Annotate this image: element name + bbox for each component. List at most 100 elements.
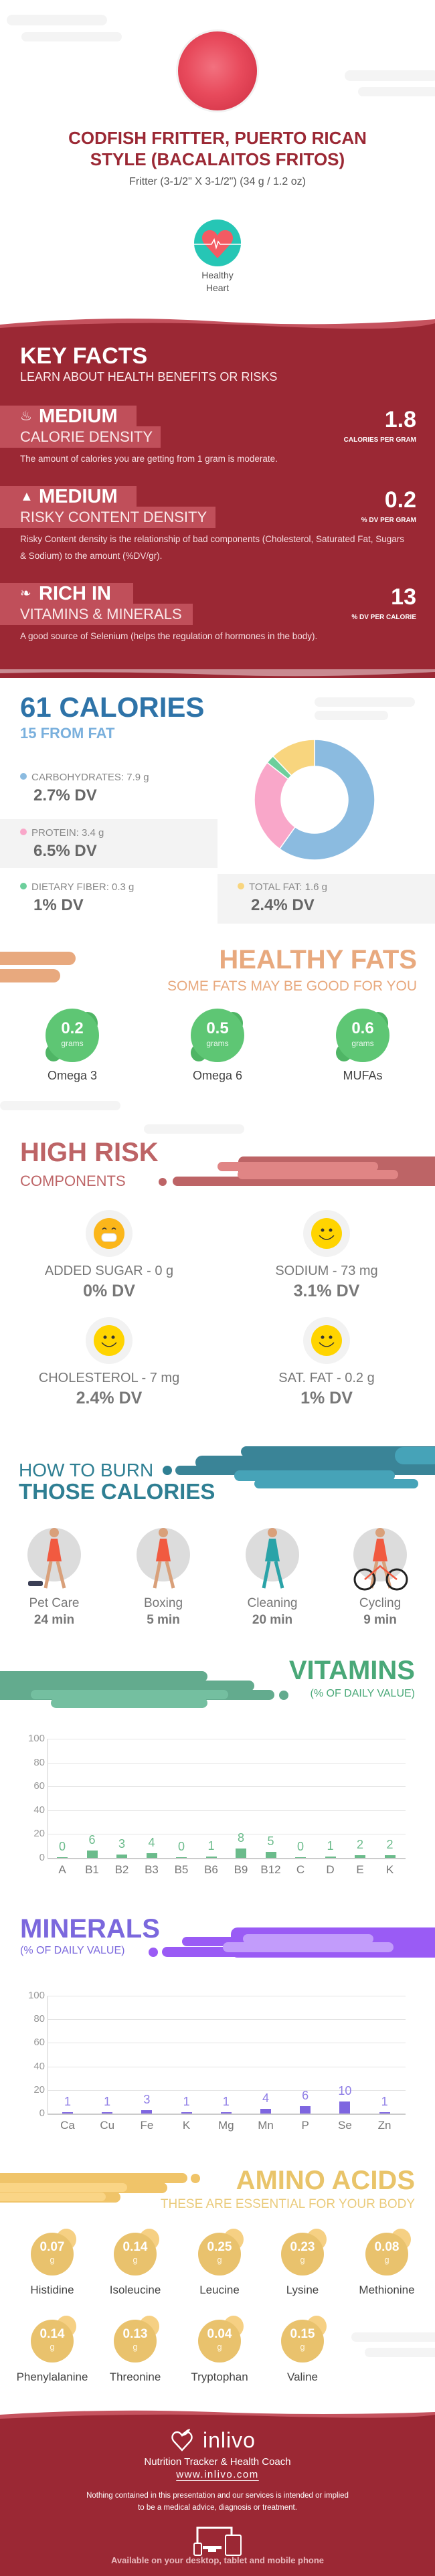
gridline (48, 2019, 406, 2021)
food-image (176, 29, 259, 112)
grinning-face-icon (94, 1218, 124, 1249)
decor-streak (243, 1934, 373, 1944)
vitamin-value-label: 3 (118, 1836, 125, 1851)
inlivo-logo[interactable]: inlivo (171, 2428, 264, 2455)
page-title-line1: CODFISH FRITTER, PUERTO RICAN (68, 128, 367, 148)
mineral-value-label: 1 (183, 2095, 190, 2109)
vitamin-bar (116, 1854, 127, 1858)
mineral-value-label: 1 (64, 2095, 71, 2109)
key-facts-title: KEY FACTS (20, 343, 148, 369)
amino-unit: g (300, 2255, 305, 2265)
activity-time: 24 min (33, 1613, 75, 1627)
amino-value-circle (114, 2320, 157, 2363)
nutrient-dv: 2.4% DV (251, 896, 315, 914)
mineral-value-label: 4 (262, 2091, 269, 2105)
vitamin-category-label: A (58, 1863, 66, 1876)
leaf-icon: ❧ (20, 586, 31, 601)
fat-label: Omega 6 (192, 1069, 243, 1082)
fat-value: 0.6 (351, 1019, 374, 1037)
decor-dot (163, 1466, 172, 1475)
decor-streak (315, 697, 415, 707)
activity-label: Boxing (143, 1596, 183, 1610)
key-fact-level: MEDIUM (39, 406, 118, 427)
amino-acids-subtitle: THESE ARE ESSENTIAL FOR YOUR BODY (160, 2197, 415, 2211)
mineral-value-label: 3 (143, 2092, 151, 2106)
vitamin-category-label: K (385, 1863, 394, 1876)
key-fact-level: RICH IN (39, 583, 111, 604)
mineral-category-label: Cu (100, 2119, 115, 2132)
amino-acids-title: AMINO ACIDS (236, 2166, 415, 2195)
decor-streak (345, 70, 435, 81)
disclaimer-line2: to be a medical advice, diagnosis or tre… (138, 2504, 297, 2512)
key-fact-badge-bg (0, 426, 161, 448)
vitamin-bar (236, 1848, 246, 1858)
y-tick-label: 80 (33, 1756, 45, 1768)
nutrient-dv: 6.5% DV (33, 842, 97, 860)
legend-dot-icon (20, 773, 27, 780)
risk-label: CHOLESTEROL - 7 mg (38, 1371, 180, 1385)
donut-slice (272, 739, 315, 776)
protein-row-bg (0, 819, 217, 868)
decor-streak (0, 969, 60, 982)
vitamin-category-label: B12 (260, 1863, 281, 1876)
risk-label: SAT. FAT - 0.2 g (278, 1371, 375, 1385)
gridline (48, 1762, 406, 1764)
risk-dv: 1% DV (300, 1389, 353, 1407)
high-risk-title: HIGH RISK (20, 1138, 159, 1167)
activity-time: 5 min (147, 1613, 180, 1627)
burn-title-line1: HOW TO BURN (19, 1460, 154, 1480)
boxing-icon (133, 1519, 193, 1593)
mineral-bar (339, 2101, 351, 2114)
vitamin-bar (176, 1857, 187, 1858)
vitamin-bar (57, 1857, 68, 1858)
vitamin-bar (146, 1853, 157, 1858)
vitamin-bar (295, 1857, 306, 1858)
amino-label: Leucine (199, 2284, 240, 2296)
decor-dot (279, 1691, 288, 1700)
vitamin-bar (384, 1855, 396, 1858)
vitamin-value-label: 2 (356, 1838, 363, 1852)
amino-value: 0.23 (290, 2240, 315, 2254)
amino-label: Isoleucine (109, 2284, 161, 2296)
legend-dot-icon (238, 883, 244, 889)
mineral-bar (220, 2112, 232, 2114)
key-fact-badge-bg (0, 583, 133, 604)
y-tick-label: 100 (27, 1733, 45, 1744)
decor-streak (7, 15, 107, 25)
flame-icon: ♨ (20, 409, 32, 424)
wave-divider (0, 2410, 435, 2420)
vitamin-bar (205, 1857, 217, 1858)
gridline (48, 1858, 406, 1859)
activity-label: Cleaning (247, 1596, 298, 1610)
website-link[interactable]: www.inlivo.com (176, 2469, 259, 2480)
risk-dv: 2.4% DV (76, 1389, 143, 1407)
decor-streak (395, 1447, 435, 1464)
y-tick-label: 20 (33, 1828, 45, 1840)
decor-streak (238, 1170, 398, 1179)
nutrient-name: DIETARY FIBER: 0.3 g (31, 881, 135, 893)
key-fact-badge-bg (0, 406, 137, 427)
y-tick-label: 60 (33, 2037, 45, 2049)
donut-slice (254, 762, 296, 850)
badge-label-line1: Healthy (201, 270, 234, 280)
decor-streak (21, 32, 122, 41)
y-tick-label: 20 (33, 2083, 45, 2095)
mineral-category-label: K (182, 2119, 191, 2132)
mineral-value-label: 1 (381, 2095, 388, 2109)
vitamins-subtitle: (% OF DAILY VALUE) (310, 1688, 415, 1699)
vitamin-bar (265, 1852, 276, 1858)
mineral-category-label: Mn (258, 2119, 274, 2132)
amino-unit: g (133, 2342, 138, 2352)
key-fact-value: 0.2 (384, 487, 416, 513)
decor-streak (223, 1942, 394, 1952)
donut-slice (278, 739, 375, 861)
key-fact-unit: % DV PER GRAM (361, 517, 416, 524)
decor-dot (159, 1178, 167, 1186)
activity-label: Pet Care (29, 1596, 80, 1610)
y-tick-label: 0 (39, 1852, 45, 1863)
key-fact-unit: CALORIES PER GRAM (343, 436, 416, 444)
nutrient-label: PROTEIN: 3.4 g (20, 827, 104, 839)
decor-streak (217, 1162, 378, 1171)
y-tick-label: 40 (33, 2060, 45, 2072)
fat-unit: grams (351, 1039, 374, 1048)
